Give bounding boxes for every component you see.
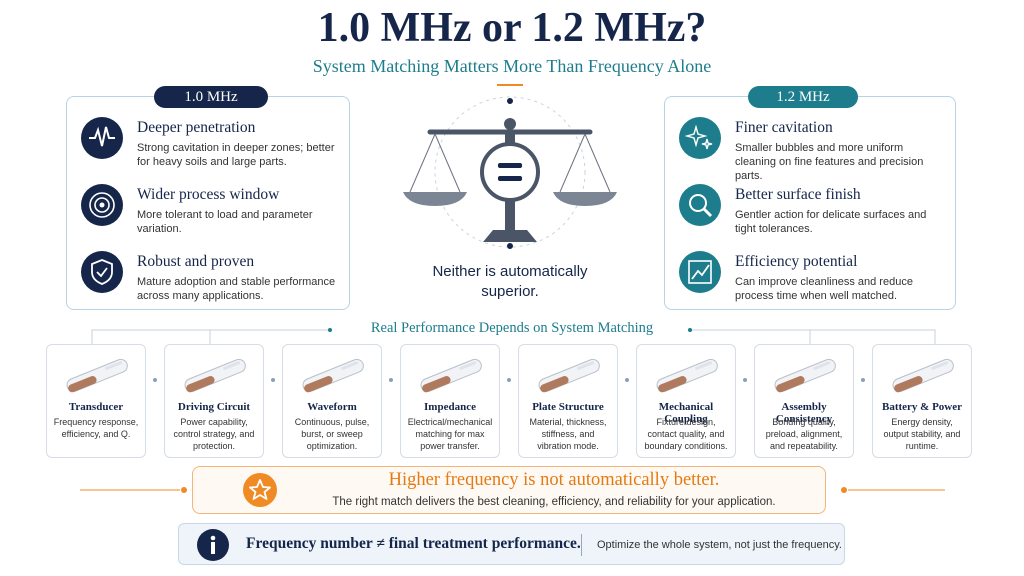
connector-dot [507, 378, 511, 382]
feature-title: Robust and proven [137, 253, 255, 270]
factor-title: Impedance [424, 401, 476, 413]
device-illustration [538, 358, 600, 393]
factors-heading: Real Performance Depends on System Match… [370, 320, 654, 336]
balance-scale [403, 96, 617, 249]
connector-dot [743, 378, 747, 382]
info-bar: Frequency number ≠ final treatment perfo… [178, 523, 845, 565]
device-illustration [656, 358, 718, 393]
icon-glyph [91, 259, 113, 285]
factor-text: Electrical/mechanical matching for max p… [407, 417, 493, 451]
feature-title: Wider process window [137, 186, 280, 203]
info-note: Optimize the whole system, not just the … [597, 539, 842, 551]
factor-card: Mechanical Coupling Fixture design, conta… [636, 344, 736, 458]
factor-text: Continuous, pulse, burst, or sweep optim… [294, 417, 370, 451]
device-illustration [66, 358, 128, 393]
star-icon [243, 473, 277, 507]
connector-dot [153, 378, 157, 382]
factor-text: Energy density, output stability, and ru… [883, 417, 961, 451]
factor-title: Driving Circuit [177, 401, 251, 413]
icon-glyph [689, 194, 713, 218]
connector-lines [91, 328, 936, 346]
feature-icon [679, 117, 721, 159]
feature-item: Efficiency potential Can improve cleanlin… [679, 251, 941, 313]
connector-dot [389, 378, 393, 382]
feature-icon [81, 251, 123, 293]
connector-dot [625, 378, 629, 382]
factor-card: Battery & Power Energy density, output st… [872, 344, 972, 458]
icon-glyph [89, 192, 115, 218]
feature-item: Deeper penetration Strong cavitation in d… [81, 117, 343, 179]
factor-text: Material, thickness, stiffness, and vibr… [529, 417, 607, 451]
feature-text: Mature adoption and stable performance a… [137, 276, 336, 302]
callout-box: Higher frequency is not automatically be… [192, 466, 826, 514]
callout-text: The right match delivers the best cleani… [332, 496, 776, 508]
right-label: 1.2 MHz [748, 86, 858, 108]
icon-glyph [688, 260, 712, 284]
feature-item: Wider process window More tolerant to loa… [81, 184, 343, 246]
factor-card: Waveform Continuous, pulse, burst, or swe… [282, 344, 382, 458]
center-statement: Neither is automatically superior. [432, 263, 588, 300]
feature-title: Finer cavitation [735, 119, 833, 136]
device-illustration [184, 358, 246, 393]
device-illustration [774, 358, 836, 393]
callout-title: Higher frequency is not automatically be… [388, 470, 720, 490]
factor-card: Transducer Frequency response, efficiency… [46, 344, 146, 458]
info-icon [197, 529, 229, 561]
factor-card: Impedance Electrical/mechanical matching … [400, 344, 500, 458]
feature-item: Robust and proven Mature adoption and sta… [81, 251, 343, 313]
factor-text: Bonding quality, preload, alignment, and… [765, 417, 843, 451]
factor-title: Waveform [307, 401, 357, 413]
factor-title: Plate Structure [532, 401, 604, 413]
device-illustration [420, 358, 482, 393]
factor-text: Power capability, control strategy, and … [173, 417, 255, 451]
feature-item: Finer cavitation Smaller bubbles and more… [679, 117, 941, 182]
feature-title: Deeper penetration [137, 119, 256, 136]
right-panel: Finer cavitation Smaller bubbles and more… [664, 96, 956, 310]
feature-text: Strong cavitation in deeper zones; bette… [137, 142, 335, 168]
callout-lines [80, 487, 945, 493]
factor-title: Battery & Power [881, 401, 963, 413]
feature-icon [679, 251, 721, 293]
feature-icon [81, 117, 123, 159]
feature-text: Smaller bubbles and more uniform cleanin… [735, 142, 924, 182]
connector-dot [861, 378, 865, 382]
icon-glyph [89, 126, 115, 147]
factor-title: Assembly Consistency [775, 401, 833, 425]
accent-line [497, 84, 523, 86]
factor-card: Assembly Consistency Bonding quality, pre… [754, 344, 854, 458]
info-main: Frequency number ≠ final treatment perfo… [246, 535, 581, 552]
feature-item: Better surface finish Gentler action for … [679, 184, 941, 246]
subtitle: System Matching Matters More Than Freque… [312, 56, 712, 76]
feature-title: Efficiency potential [735, 253, 858, 270]
left-label: 1.0 MHz [154, 86, 268, 108]
factor-card: Driving Circuit Power capability, control… [164, 344, 264, 458]
device-illustration [302, 358, 364, 393]
factor-text: Fixture design, contact quality, and bou… [644, 417, 728, 451]
factor-title: Mechanical Coupling [658, 401, 714, 425]
factor-card: Plate Structure Material, thickness, stif… [518, 344, 618, 458]
feature-text: Can improve cleanliness and reduce proce… [735, 276, 913, 302]
feature-icon [81, 184, 123, 226]
divider [581, 534, 582, 556]
title: 1.0 MHz or 1.2 MHz? [317, 5, 707, 51]
feature-text: More tolerant to load and parameter vari… [137, 209, 313, 235]
factor-text: Frequency response, efficiency, and Q. [53, 417, 139, 439]
left-panel: Deeper penetration Strong cavitation in d… [66, 96, 350, 310]
connector-dot [271, 378, 275, 382]
feature-title: Better surface finish [735, 186, 861, 203]
feature-text: Gentler action for delicate surfaces and… [735, 209, 927, 235]
icon-glyph [684, 124, 713, 150]
device-illustration [892, 358, 954, 393]
factor-title: Transducer [68, 401, 124, 413]
feature-icon [679, 184, 721, 226]
